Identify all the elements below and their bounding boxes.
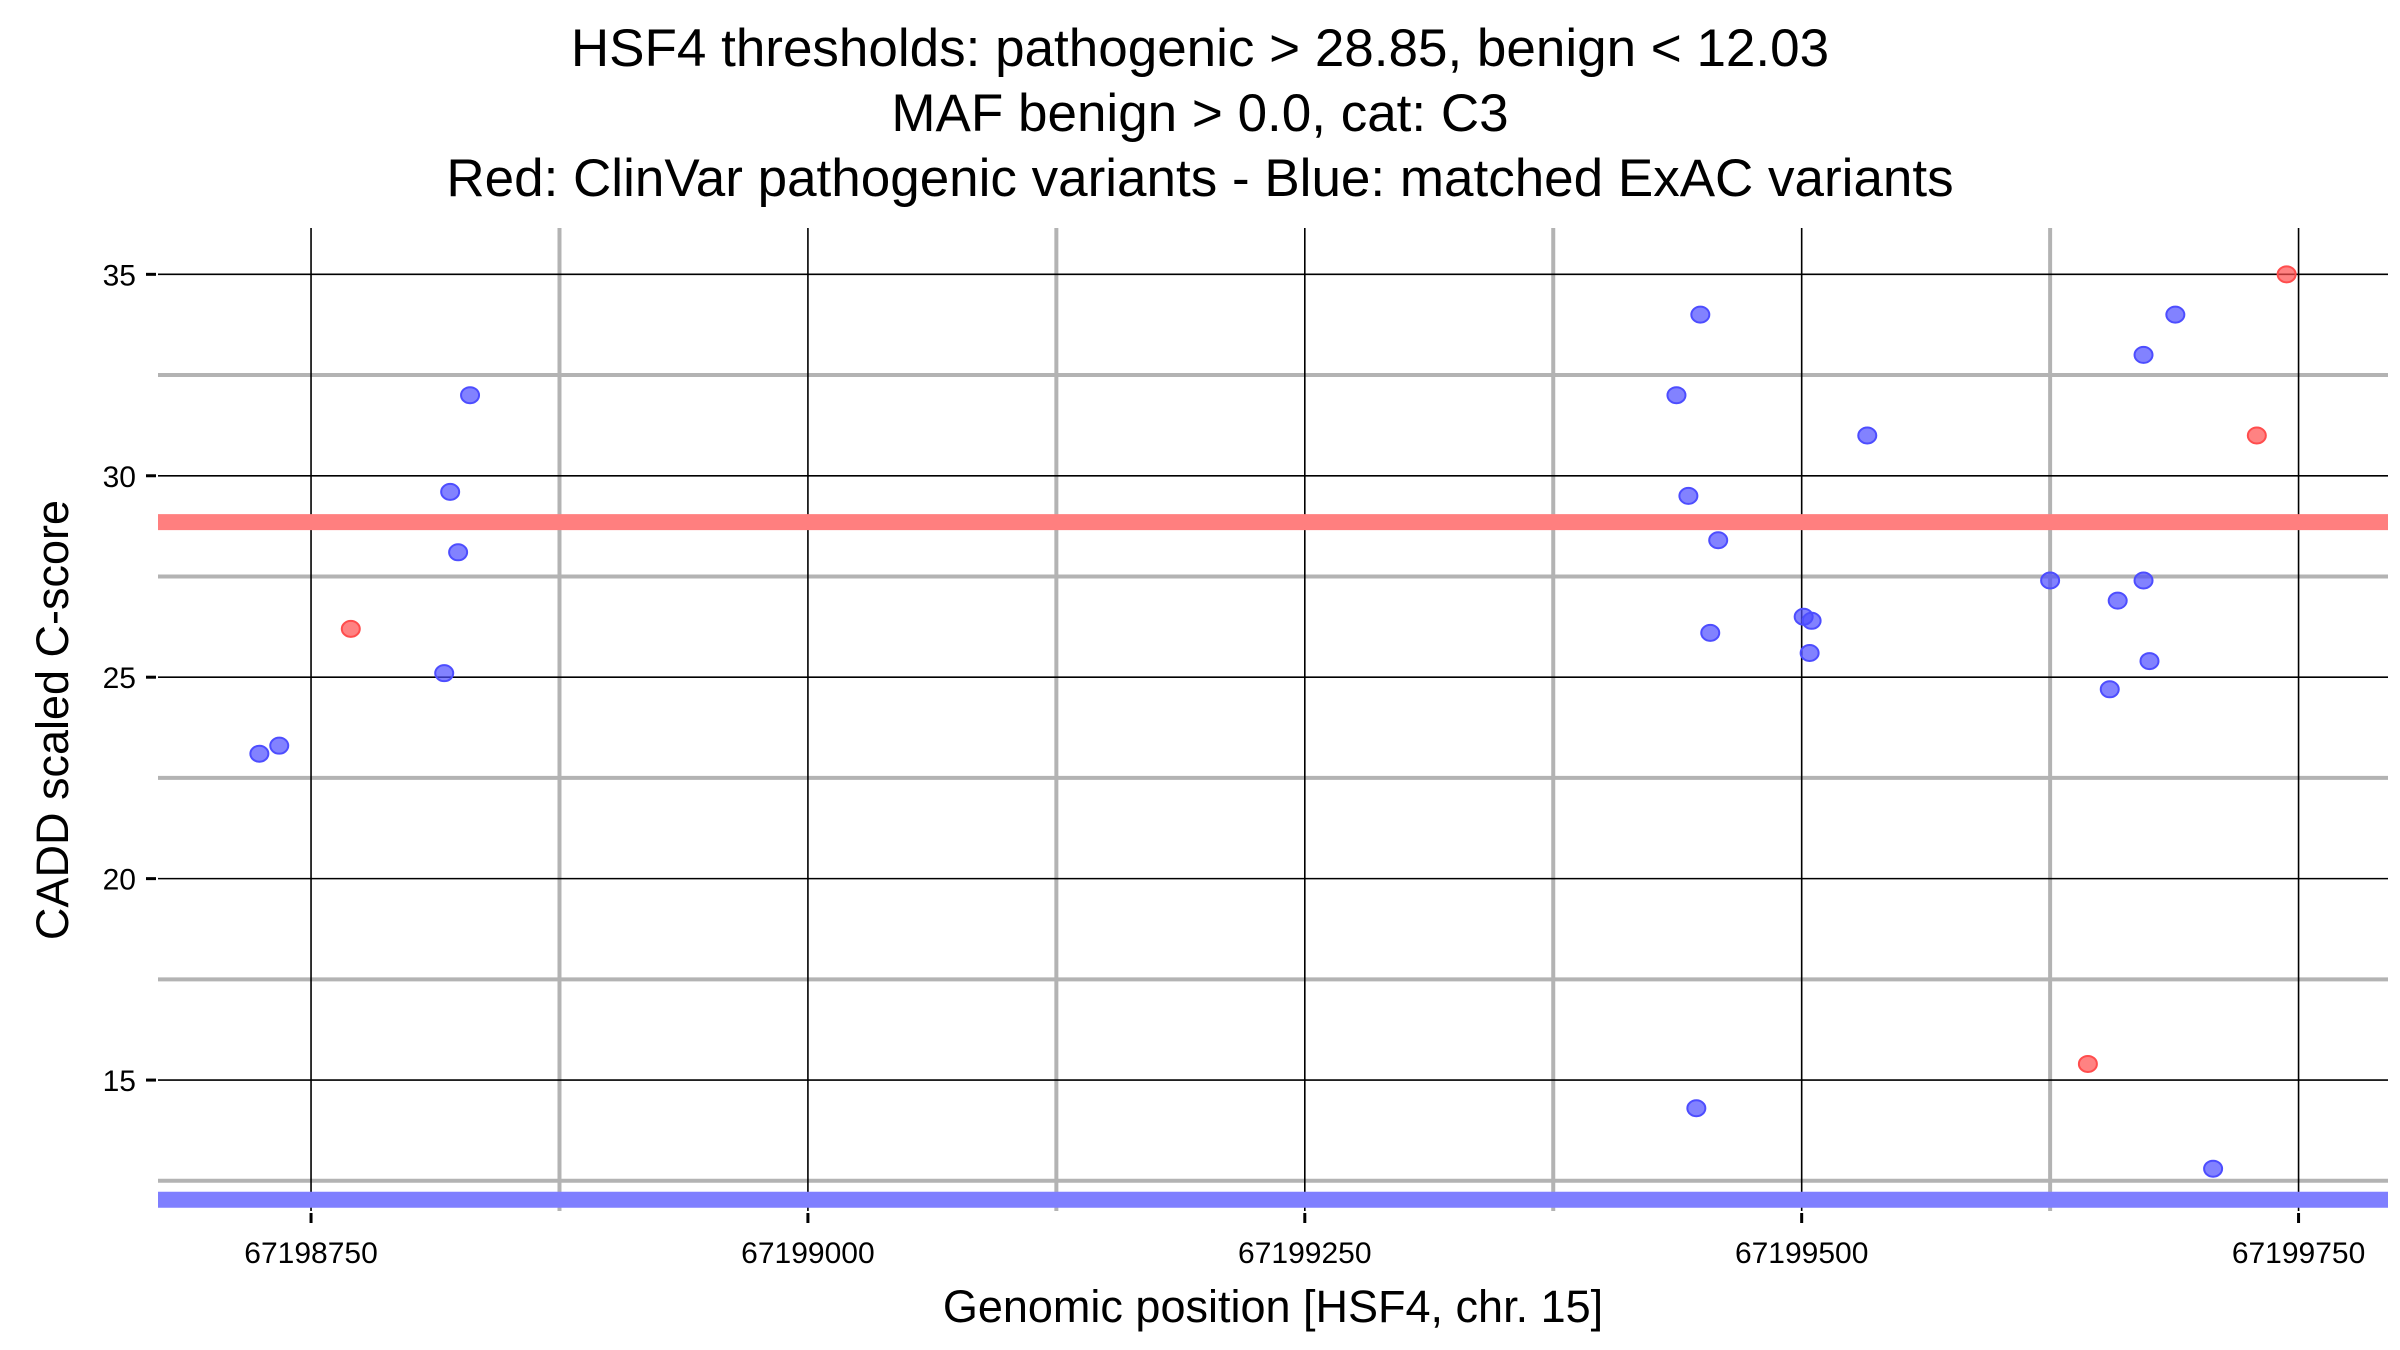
x-tick-label: 67199250 (1238, 1237, 1371, 1270)
exac-point (1799, 644, 1820, 663)
exac-point (440, 482, 461, 501)
y-axis-label: CADD scaled C-score (27, 500, 78, 940)
exac-point (1690, 305, 1711, 324)
exac-point (1686, 1099, 1707, 1118)
y-tick-label: 35 (103, 259, 136, 292)
y-tick-label: 30 (103, 461, 136, 494)
exac-point (1678, 486, 1699, 505)
exac-point (448, 543, 469, 562)
exac-point (1708, 531, 1729, 550)
threshold-lines (158, 514, 2388, 1208)
data-points (249, 265, 2297, 1178)
clinvar-point (2246, 426, 2267, 445)
exac-point (460, 386, 481, 405)
exac-point (1666, 386, 1687, 405)
clinvar-point (2077, 1054, 2098, 1073)
exac-point (434, 664, 455, 683)
x-tick-label: 67199500 (1735, 1237, 1868, 1270)
exac-point (1857, 426, 1878, 445)
exac-point (1700, 623, 1721, 642)
x-axis-label: Genomic position [HSF4, chr. 15] (943, 1281, 1603, 1332)
y-tick-label: 20 (103, 864, 136, 897)
title-line-2: MAF benign > 0.0, cat: C3 (891, 84, 1508, 143)
exac-point (1801, 611, 1822, 630)
title-line-3: Red: ClinVar pathogenic variants - Blue:… (446, 149, 1953, 208)
clinvar-point (2276, 265, 2297, 284)
exac-point (2133, 571, 2154, 590)
axes: 15 20 25 30 35 67198750 67199000 67199250 671995… (103, 259, 2366, 1270)
title-line-1: HSF4 thresholds: pathogenic > 28.85, ben… (571, 19, 1829, 78)
exac-point (249, 744, 270, 763)
chart-title: HSF4 thresholds: pathogenic > 28.85, ben… (446, 19, 1953, 208)
exac-point (2099, 680, 2120, 699)
exac-point (269, 736, 290, 755)
clinvar-point (340, 619, 361, 638)
exac-point (2203, 1159, 2224, 1178)
y-tick-label: 25 (103, 662, 136, 695)
x-tick-label: 67199750 (2232, 1237, 2365, 1270)
exac-point (2165, 305, 2186, 324)
exac-point (2107, 591, 2128, 610)
exac-point (2133, 345, 2154, 364)
exac-point (2040, 571, 2061, 590)
x-tick-label: 67198750 (244, 1237, 377, 1270)
x-tick-label: 67199000 (741, 1237, 874, 1270)
exac-point (2139, 652, 2160, 671)
gridlines (158, 228, 2388, 1211)
y-tick-label: 15 (103, 1065, 136, 1098)
